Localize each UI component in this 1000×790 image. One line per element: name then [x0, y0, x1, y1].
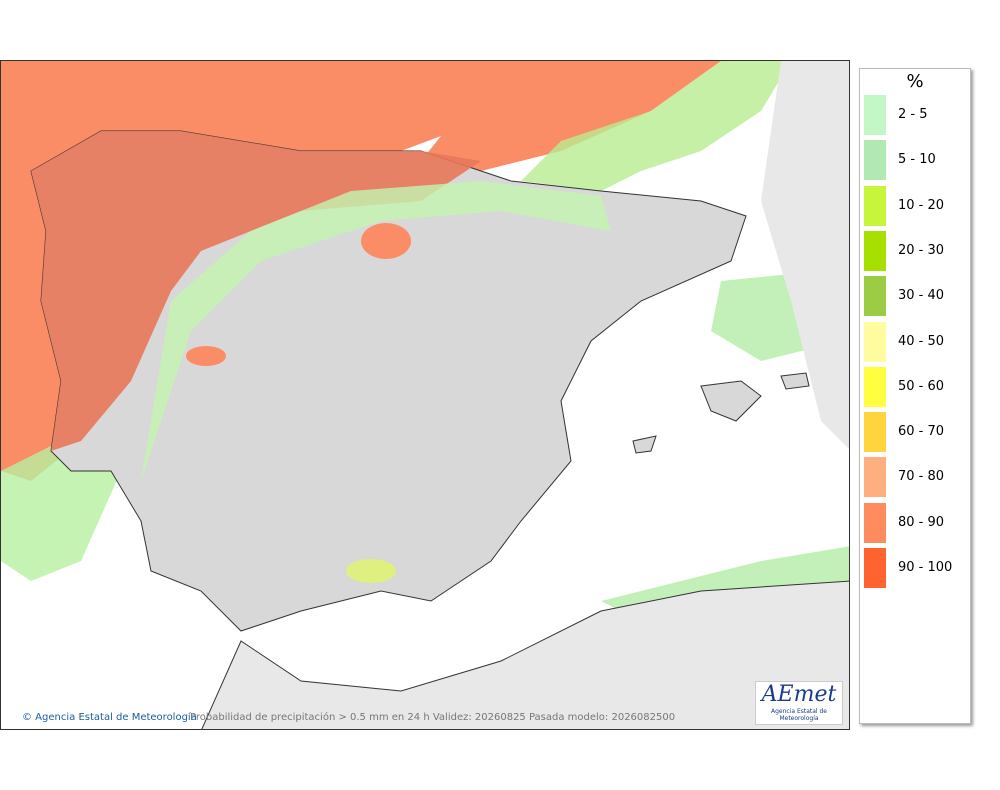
legend-swatch: [864, 230, 886, 271]
legend-label: 80 - 90: [898, 514, 945, 530]
legend-label: 30 - 40: [898, 288, 945, 304]
legend-label: 40 - 50: [898, 333, 945, 349]
legend-label: 20 - 30: [898, 242, 945, 258]
legend-swatch: [864, 321, 886, 362]
logo: AEmet Agencia Estatal de Meteorología: [755, 681, 843, 725]
legend-swatch: [864, 412, 886, 453]
legend-title: %: [906, 71, 924, 92]
legend-label: 90 - 100: [898, 560, 953, 575]
legend-swatch: [864, 457, 886, 498]
legend-label: 2 - 5: [898, 107, 928, 122]
legend-label: 50 - 60: [898, 378, 945, 394]
legend-swatch: [864, 140, 886, 181]
legend-swatch: [864, 185, 886, 226]
legend-label: 10 - 20: [898, 197, 945, 213]
map-drawing: [1, 61, 849, 729]
legend-swatch: [864, 95, 886, 135]
map: [0, 60, 850, 730]
logo-subtitle: Agencia Estatal de Meteorología: [770, 708, 827, 722]
logo-name: AEmet: [761, 682, 837, 707]
legend-swatch: [864, 502, 886, 543]
legend-swatch: [864, 548, 886, 588]
legend: % 2 - 5 5 - 10 10 - 20 20 - 30 30 - 40 40 - 5…: [859, 68, 971, 724]
legend-label: 5 - 10: [898, 152, 936, 168]
credit: © Agencia Estatal de Meteorología: [22, 712, 197, 723]
legend-swatch: [864, 366, 886, 407]
legend-swatch: [864, 276, 886, 317]
legend-label: 70 - 80: [898, 469, 945, 485]
legend-label: 60 - 70: [898, 424, 945, 440]
caption: Probabilidad de precipitación > 0.5 mm e…: [190, 712, 676, 723]
